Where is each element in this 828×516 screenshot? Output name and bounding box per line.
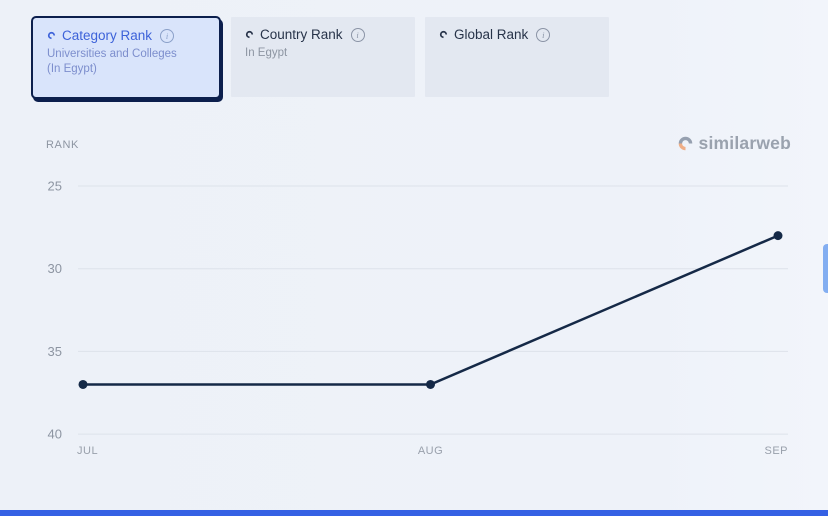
similarweb-logo-icon (677, 135, 694, 152)
tab-global-rank[interactable]: Global Rank i (425, 17, 609, 97)
y-tick-label: 40 (48, 427, 62, 442)
y-axis-title: RANK (46, 139, 79, 151)
rank-tabs: Category Rank i Universities and College… (31, 16, 609, 99)
tab-category-rank-title: Category Rank i (47, 28, 205, 43)
vertical-scrollbar-thumb[interactable] (823, 244, 828, 293)
y-tick-label: 30 (48, 261, 62, 276)
tab-category-rank-subtitle: Universities and Colleges (In Egypt) (47, 48, 177, 75)
tab-label: Category Rank (62, 28, 153, 43)
rank-line (81, 234, 780, 386)
info-icon[interactable]: i (350, 27, 365, 42)
data-point (773, 231, 783, 241)
similarweb-mark-icon (47, 31, 56, 40)
info-icon[interactable]: i (536, 27, 551, 42)
data-point (78, 379, 88, 389)
rank-line-chart: 25 30 35 40 JUL AUG SEP (48, 179, 788, 457)
tab-category-rank[interactable]: Category Rank i Universities and College… (31, 16, 221, 99)
tab-label: Country Rank (260, 27, 343, 42)
y-tick-label: 35 (48, 344, 62, 359)
similarweb-wordmark: similarweb (698, 133, 791, 153)
tab-country-rank-subtitle: In Egypt (245, 47, 288, 59)
x-tick-label: AUG (418, 445, 443, 457)
tab-label: Global Rank (454, 27, 529, 42)
tab-country-rank[interactable]: Country Rank i In Egypt (231, 17, 415, 97)
bottom-section-edge (0, 510, 828, 516)
tab-global-rank-title: Global Rank i (439, 27, 595, 42)
similarweb-mark-icon (245, 30, 254, 39)
similarweb-watermark: similarweb (677, 133, 791, 154)
x-tick-label: SEP (764, 445, 788, 457)
x-tick-label: JUL (77, 445, 98, 457)
y-tick-label: 25 (48, 179, 62, 194)
data-point (426, 379, 435, 389)
similarweb-mark-icon (439, 30, 448, 39)
info-icon[interactable]: i (160, 28, 175, 43)
tab-country-rank-title: Country Rank i (245, 27, 401, 42)
